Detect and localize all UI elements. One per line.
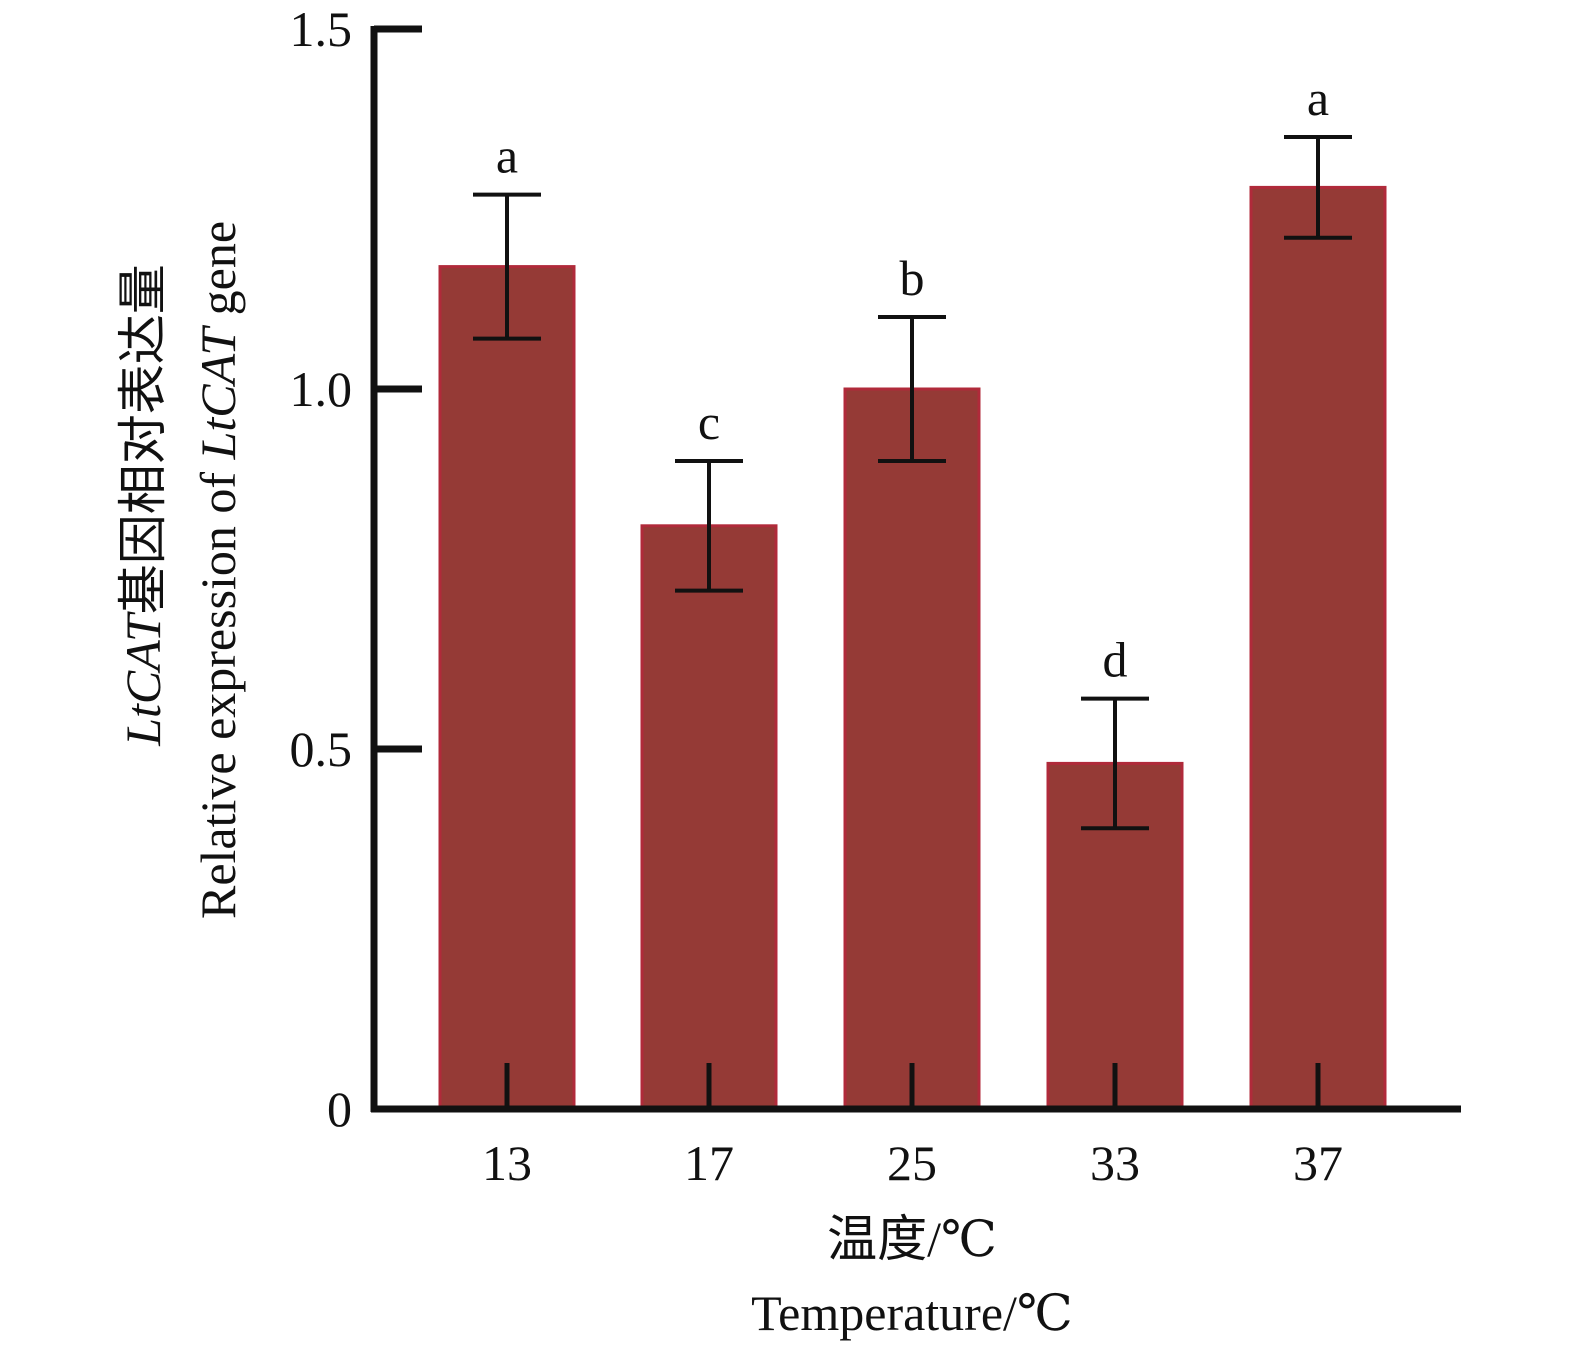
y-axis-title-cn: LtCAT基因相对表达量 [115, 264, 171, 747]
significance-labels-group: a c b d a [496, 70, 1329, 688]
y-ticks-group: 0 0.5 1.0 1.5 [290, 1, 422, 1137]
y-tick-label-0: 0 [327, 1081, 352, 1137]
bar-25 [843, 387, 981, 1111]
significance-label-37: a [1307, 70, 1329, 126]
y-axis-title-cn-gene: LtCAT [115, 611, 171, 747]
y-tick-label-0.5: 0.5 [290, 721, 353, 777]
significance-label-17: c [698, 394, 720, 450]
significance-label-13: a [496, 128, 518, 184]
x-tick-label-13: 13 [482, 1135, 532, 1191]
x-axis-title-cn: 温度/℃ [827, 1211, 997, 1267]
y-axis-title-cn-rest: 基因相对表达量 [115, 264, 171, 614]
bar-13 [438, 265, 576, 1111]
x-tick-label-25: 25 [887, 1135, 937, 1191]
y-axis-title-en: Relative expression of LtCAT gene [190, 221, 246, 919]
bar-17 [640, 524, 778, 1111]
bar-37 [1249, 185, 1387, 1111]
x-ticks-group: 13 17 25 33 37 [482, 1063, 1343, 1191]
y-axis-title-en-gene: LtCAT [190, 325, 246, 461]
x-tick-label-33: 33 [1090, 1135, 1140, 1191]
error-bars-group [473, 135, 1352, 831]
axes-group [370, 26, 1461, 1113]
y-axis-title-en-end: gene [190, 221, 246, 328]
significance-label-25: b [900, 250, 925, 306]
significance-label-33: d [1103, 632, 1128, 688]
x-axis-title-en: Temperature/℃ [751, 1285, 1073, 1341]
x-tick-label-17: 17 [684, 1135, 734, 1191]
x-tick-label-37: 37 [1293, 1135, 1343, 1191]
y-tick-label-1.5: 1.5 [290, 1, 353, 57]
y-axis-title-en-group: Relative expression of LtCAT gene [190, 221, 246, 919]
y-axis-title-group: LtCAT基因相对表达量 [115, 264, 171, 747]
y-tick-label-1.0: 1.0 [290, 361, 353, 417]
y-axis-title-en-start: Relative expression of [190, 459, 246, 919]
